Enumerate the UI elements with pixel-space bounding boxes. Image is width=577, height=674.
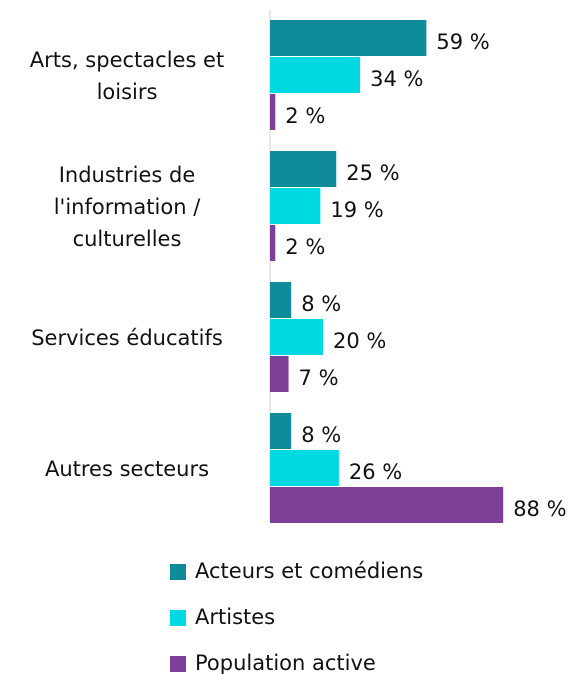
legend-swatch <box>170 656 186 672</box>
data-label: 59 % <box>436 30 489 54</box>
bar <box>270 487 504 523</box>
data-label: 8 % <box>301 292 341 316</box>
legend-label: Population active <box>195 651 376 674</box>
data-label: 19 % <box>330 198 383 222</box>
category-label: Autres secteurs <box>44 456 210 481</box>
bar <box>270 94 276 130</box>
bar <box>270 225 276 261</box>
bar <box>270 57 361 93</box>
data-label: 7 % <box>299 366 339 390</box>
category-label: Arts, spectacles et loisirs <box>29 47 225 104</box>
category-label: Industries de l'information / culturelle… <box>53 162 201 251</box>
data-label: 8 % <box>301 423 341 447</box>
data-label: 88 % <box>513 497 566 521</box>
bar <box>270 282 292 318</box>
data-label: 34 % <box>370 67 423 91</box>
bar <box>270 188 321 224</box>
bar <box>270 151 337 187</box>
data-label: 20 % <box>333 329 386 353</box>
data-label: 2 % <box>285 235 325 259</box>
data-label: 26 % <box>349 460 402 484</box>
legend-swatch <box>170 610 186 626</box>
category-label: Services éducatifs <box>31 325 223 350</box>
bar <box>270 356 289 392</box>
data-label: 25 % <box>346 161 399 185</box>
legend-label: Artistes <box>195 605 275 629</box>
legend-label: Acteurs et comédiens <box>195 559 423 583</box>
bar <box>270 319 323 355</box>
bar <box>270 450 339 486</box>
bar <box>270 20 427 56</box>
bar <box>270 413 292 449</box>
legend-swatch <box>170 564 186 580</box>
data-label: 2 % <box>285 104 325 128</box>
